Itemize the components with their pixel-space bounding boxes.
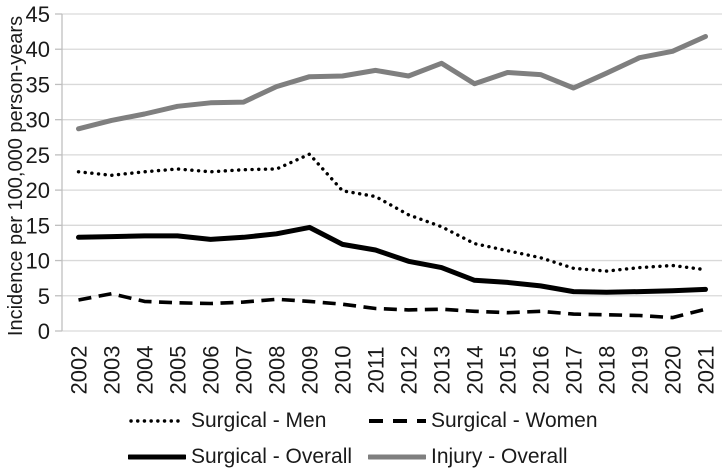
chart-legend: Surgical - Men Surgical - Women Surgical… — [0, 404, 728, 473]
legend-row-1: Surgical - Men Surgical - Women — [0, 404, 728, 437]
legend-label-surgical-men: Surgical - Men — [191, 408, 327, 432]
y-tick-label: 5 — [38, 284, 50, 309]
x-tick-label: 2021 — [694, 346, 719, 395]
x-tick-label: 2014 — [463, 346, 488, 395]
x-tick-label: 2012 — [397, 346, 422, 395]
y-tick-label: 35 — [26, 72, 50, 97]
y-tick-label: 30 — [26, 108, 50, 133]
legend-dotted-line-icon — [129, 418, 186, 423]
series-surgical-overall — [76, 224, 708, 295]
y-tick-label: 10 — [26, 249, 50, 274]
incidence-line-chart: 0 5 10 15 20 25 30 35 40 45 2002 2003 2004 2005 2006 20… — [5, 2, 722, 395]
legend-solid-black-line-icon — [128, 454, 186, 459]
y-axis-title: Incidence per 100,000 person-years — [5, 16, 27, 336]
x-tick-label: 2005 — [166, 346, 191, 395]
x-tick-label: 2011 — [364, 346, 389, 393]
y-tick-label: 0 — [38, 319, 50, 344]
x-tick-label: 2004 — [133, 346, 158, 395]
legend-item-surgical-men: Surgical - Men — [128, 409, 368, 433]
x-tick-label: 2016 — [529, 346, 554, 395]
x-tick-label: 2020 — [661, 346, 686, 395]
x-tick-label: 2015 — [496, 346, 521, 395]
y-tick-label: 25 — [26, 143, 50, 168]
legend-label-surgical-overall: Surgical - Overall — [191, 444, 353, 468]
x-tick-label: 2019 — [628, 346, 653, 395]
legend-row-2: Surgical - Overall Injury - Overall — [0, 440, 728, 473]
x-tick-label: 2009 — [298, 346, 323, 395]
legend-dashed-line-icon — [369, 418, 426, 423]
series-surgical-women — [78, 291, 706, 320]
series-injury-overall — [76, 34, 708, 132]
legend-solid-gray-line-icon — [368, 454, 426, 459]
x-tick-label: 2017 — [562, 346, 587, 395]
y-tick-label: 15 — [26, 213, 50, 238]
legend-item-injury-overall: Injury - Overall — [368, 445, 568, 469]
legend-label-injury-overall: Injury - Overall — [431, 444, 568, 468]
x-tick-label: 2007 — [232, 346, 257, 395]
legend-item-surgical-overall: Surgical - Overall — [128, 445, 368, 469]
x-tick-label: 2018 — [595, 346, 620, 395]
legend-label-surgical-women: Surgical - Women — [431, 408, 598, 432]
y-tick-label: 45 — [26, 2, 50, 27]
x-tick-label: 2013 — [430, 346, 455, 395]
x-tick-label: 2003 — [100, 346, 125, 395]
y-tick-label: 40 — [26, 37, 50, 62]
x-tick-label: 2010 — [331, 346, 356, 395]
x-tick-label: 2002 — [67, 346, 92, 395]
x-tick-label: 2008 — [265, 346, 290, 395]
series-surgical-men — [76, 152, 708, 273]
legend-item-surgical-women: Surgical - Women — [368, 409, 598, 433]
x-tick-label: 2006 — [199, 346, 224, 395]
y-tick-label: 20 — [26, 178, 50, 203]
